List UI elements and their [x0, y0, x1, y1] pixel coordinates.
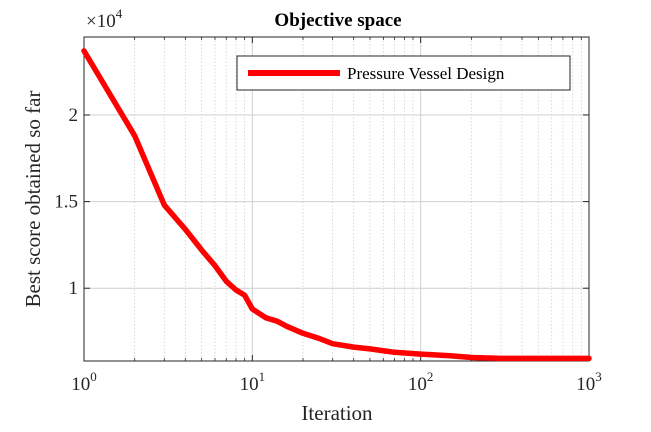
y-tick-label: 2 [69, 105, 79, 126]
x-tick-label-exp: 1 [259, 369, 266, 384]
chart-title: Objective space [274, 10, 401, 31]
y-multiplier-base: ×10 [86, 11, 116, 32]
y-tick-label: 1 [69, 278, 79, 299]
x-tick-label-exp: 3 [595, 369, 602, 384]
y-multiplier-exp: 4 [116, 6, 123, 21]
x-axis-label: Iteration [301, 401, 373, 425]
y-tick-label: 1.5 [54, 192, 78, 213]
x-tick-label: 100 [71, 369, 97, 395]
x-tick-label: 103 [576, 369, 602, 395]
x-tick-label: 102 [408, 369, 434, 395]
legend[interactable]: Pressure Vessel Design [236, 55, 571, 91]
series-lines [81, 48, 592, 362]
x-tick-label-base: 10 [576, 374, 595, 395]
x-tick-label-base: 10 [408, 374, 427, 395]
x-tick-label-exp: 0 [90, 369, 97, 384]
x-tick-label-exp: 2 [427, 369, 434, 384]
x-tick-label-base: 10 [71, 374, 90, 395]
x-tick-label: 101 [240, 369, 265, 395]
plot-area-frame [83, 36, 590, 362]
y-axis-multiplier: ×104 [86, 6, 123, 32]
x-tick-label-base: 10 [240, 374, 259, 395]
y-axis-label: Best score obtained so far [21, 91, 45, 308]
series-line [81, 48, 592, 362]
legend-entry-label: Pressure Vessel Design [347, 64, 505, 83]
